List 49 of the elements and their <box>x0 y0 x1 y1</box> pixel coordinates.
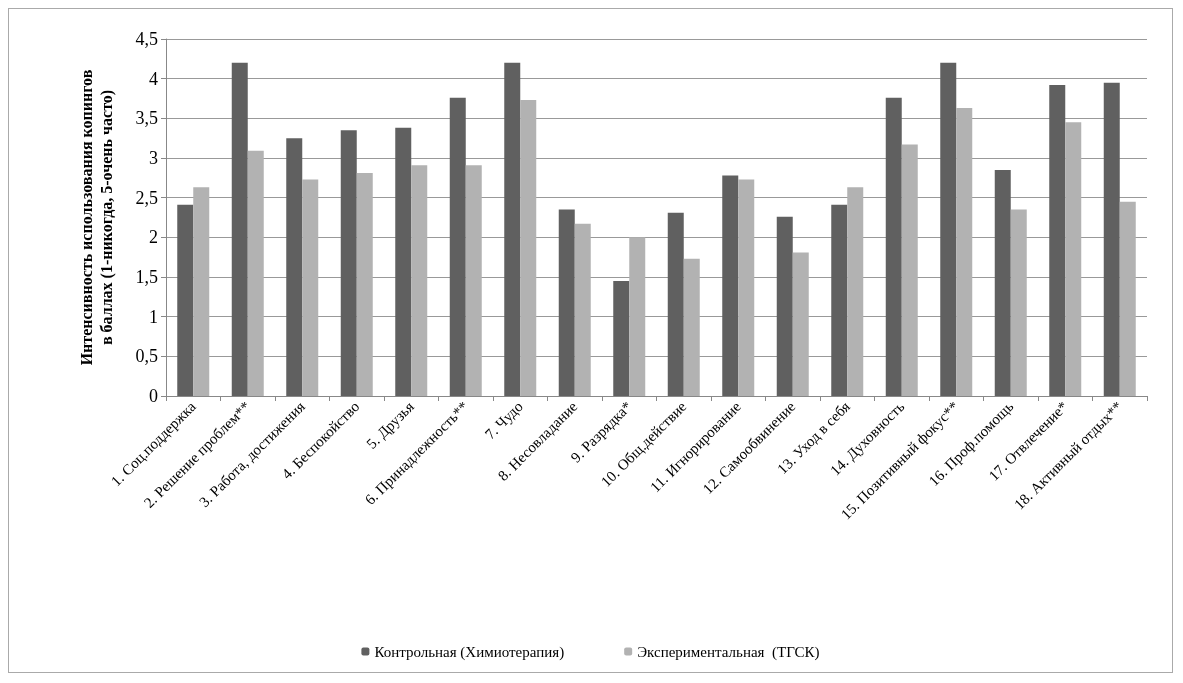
bar <box>885 97 902 396</box>
bar <box>629 237 646 396</box>
y-tick-label: 4,5 <box>135 29 158 49</box>
bar <box>302 179 319 396</box>
bar <box>667 212 684 396</box>
bar <box>504 62 521 396</box>
bar <box>1049 85 1066 396</box>
y-tick-label: 1,5 <box>135 267 158 287</box>
bar <box>956 108 973 396</box>
bar <box>356 173 373 396</box>
bar <box>792 252 809 396</box>
bar <box>901 144 918 396</box>
legend-label: Экспериментальная (ТГСК) <box>637 643 820 661</box>
bar <box>1119 201 1136 396</box>
bar <box>1065 122 1082 396</box>
bar <box>574 223 591 396</box>
bar <box>940 62 957 396</box>
bar <box>1103 82 1120 396</box>
y-tick-label: 0,5 <box>135 346 158 367</box>
bar <box>395 127 412 396</box>
bar <box>465 165 482 396</box>
bar <box>722 175 739 396</box>
y-tick-label: 2,5 <box>135 187 158 208</box>
bar <box>286 138 303 396</box>
bar <box>449 97 466 396</box>
y-tick-label: 0 <box>149 386 158 406</box>
y-tick-label: 1 <box>149 306 158 327</box>
y-tick-label: 3,5 <box>135 108 158 129</box>
y-tick-label: 3 <box>149 148 158 168</box>
bar <box>193 187 210 396</box>
bar <box>831 204 848 396</box>
bar <box>847 187 864 396</box>
bar <box>340 130 357 396</box>
bar <box>613 280 630 396</box>
bar <box>776 216 793 396</box>
bar <box>1010 209 1027 396</box>
bar <box>231 62 248 396</box>
bar <box>177 204 194 396</box>
bar <box>994 169 1011 396</box>
bar <box>247 150 264 396</box>
bar <box>411 165 428 396</box>
bar <box>738 179 755 396</box>
y-axis-title: Интенсивность использования копингов в баллах (1-никогда, 5-очень часто) <box>77 69 116 366</box>
bar <box>520 100 537 396</box>
bar <box>683 258 700 396</box>
bar <box>558 209 575 396</box>
y-tick-label: 2 <box>149 227 158 248</box>
y-tick-label: 4 <box>149 68 158 89</box>
legend-label: Контрольная (Химиотерапия) <box>374 643 565 661</box>
